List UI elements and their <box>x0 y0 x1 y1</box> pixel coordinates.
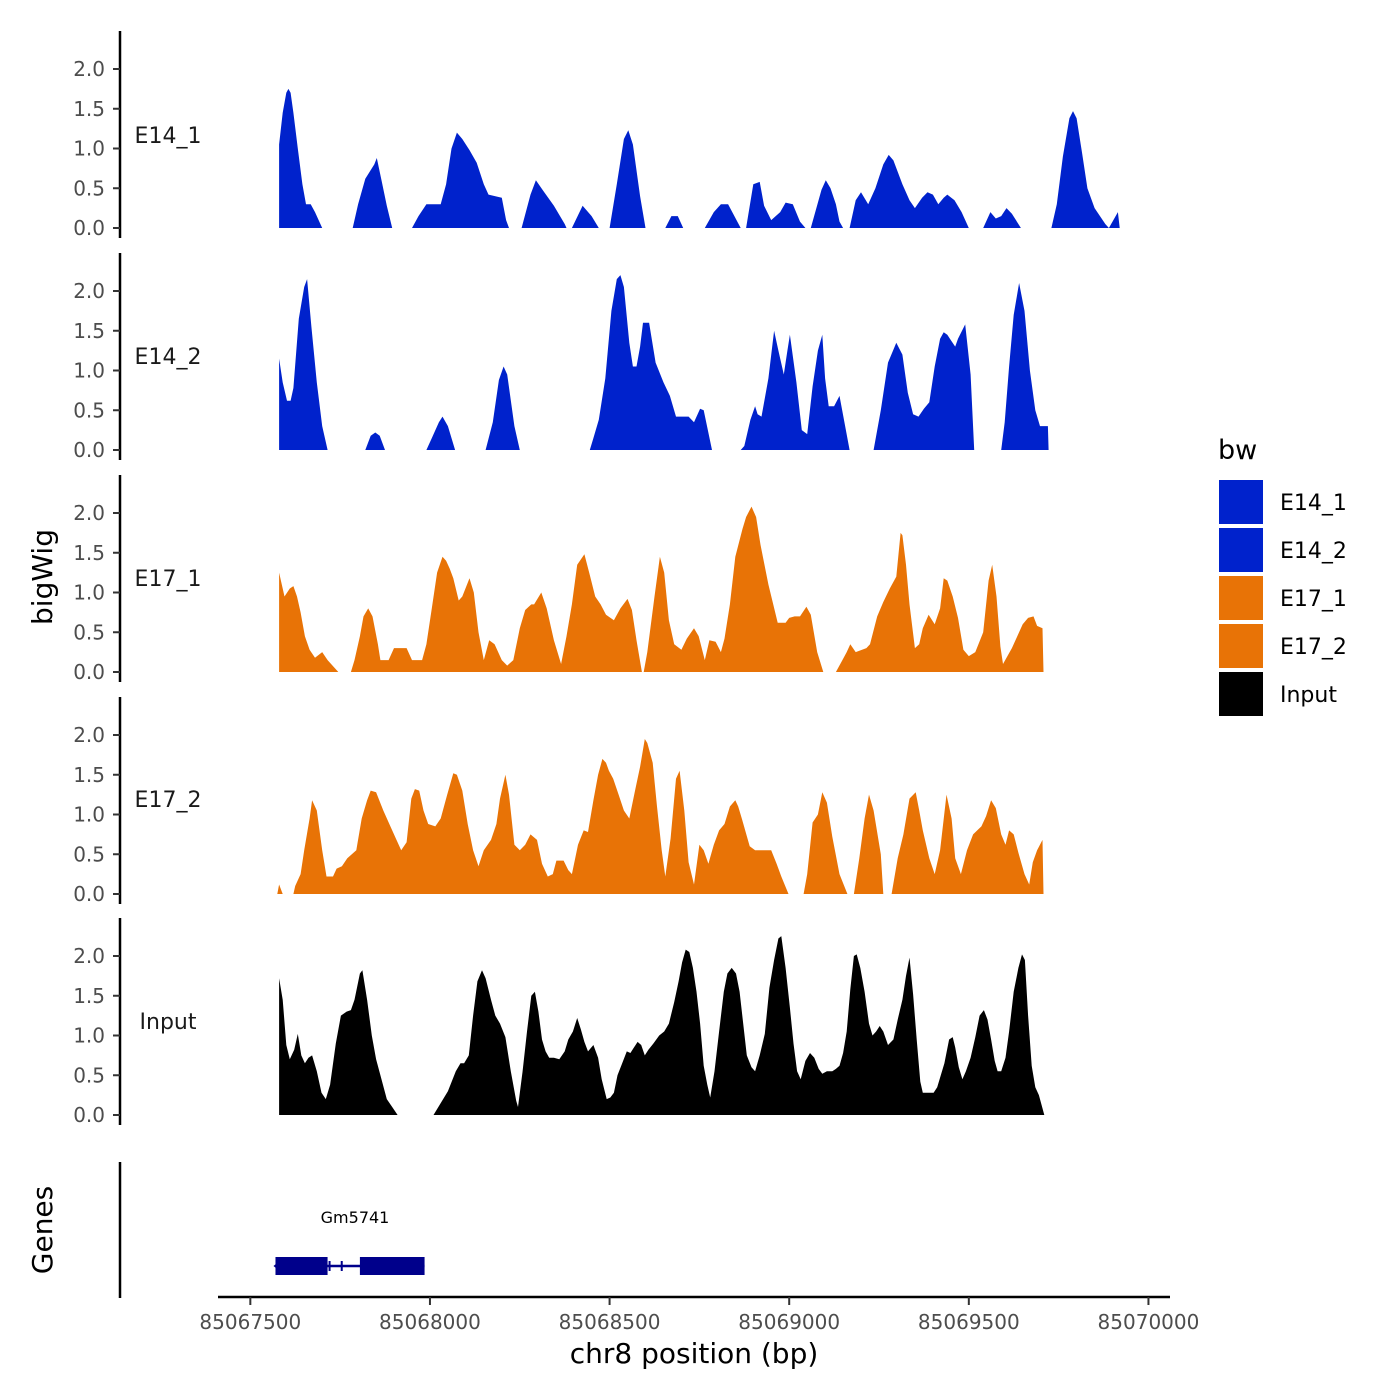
y-tick-label: 0.5 <box>73 176 105 200</box>
y-tick-label: 0.5 <box>73 620 105 644</box>
y-tick-label: 1.0 <box>73 137 105 161</box>
track-label: E17_1 <box>135 567 202 592</box>
track-e14_1: 0.0 0.5 1.0 1.5 2.0 E14_1 <box>73 31 1120 240</box>
coverage-area-input <box>279 936 1050 1115</box>
y-tick-label: 1.5 <box>73 984 105 1008</box>
track-label: E14_1 <box>135 124 202 149</box>
legend: bw E14_1 E14_2 E17_1 E17_2 Input <box>1218 435 1347 716</box>
y-tick-label: 1.0 <box>73 1024 105 1048</box>
track-input: 0.0 0.5 1.0 1.5 2.0 Input <box>73 918 1050 1127</box>
legend-label: E17_1 <box>1280 587 1347 612</box>
legend-label: E17_2 <box>1280 635 1347 660</box>
coverage-area-e14_2 <box>279 275 1049 450</box>
legend-swatch <box>1219 672 1263 716</box>
x-axis-ticks: 85067500 85068000 85068500 85069000 85069500… <box>199 1297 1199 1334</box>
legend-label: Input <box>1280 683 1337 708</box>
track-label: E17_2 <box>135 788 202 813</box>
y-tick-label: 0.0 <box>73 438 105 462</box>
legend-item-e14_1: E14_1 <box>1219 480 1347 524</box>
legend-swatch <box>1219 480 1263 524</box>
y-axis-title: bigWig <box>26 529 59 625</box>
legend-item-input: Input <box>1219 672 1337 716</box>
track-e17_2: 0.0 0.5 1.0 1.5 2.0 E17_2 <box>73 697 1044 906</box>
legend-title: bw <box>1218 435 1257 466</box>
bigwig-tracks: 0.0 0.5 1.0 1.5 2.0 E14_1 0.0 0.5 1.0 1.5 2.0 E14_2… <box>73 31 1120 1127</box>
genes-panel-title: Genes <box>26 1186 59 1274</box>
y-tick-label: 1.0 <box>73 803 105 827</box>
y-tick-label: 0.0 <box>73 660 105 684</box>
x-tick-label: 85068000 <box>379 1310 481 1334</box>
legend-swatch <box>1219 624 1263 668</box>
track-e17_1: 0.0 0.5 1.0 1.5 2.0 E17_1 <box>73 475 1044 684</box>
y-tick-label: 2.0 <box>73 279 105 303</box>
x-axis-title: chr8 position (bp) <box>570 1337 819 1370</box>
x-tick-label: 85067500 <box>199 1310 301 1334</box>
x-tick-label: 85069000 <box>738 1310 840 1334</box>
legend-item-e14_2: E14_2 <box>1219 528 1347 572</box>
coverage-area-e14_1 <box>279 88 1120 229</box>
gene-end-cap <box>273 1261 280 1271</box>
x-tick-label: 85068500 <box>559 1310 661 1334</box>
gene-label: Gm5741 <box>321 1208 390 1227</box>
y-tick-label: 0.5 <box>73 398 105 422</box>
y-tick-label: 1.5 <box>73 541 105 565</box>
legend-item-e17_2: E17_2 <box>1219 624 1347 668</box>
legend-items: E14_1 E14_2 E17_1 E17_2 Input <box>1219 480 1347 716</box>
gene-models: Gm5741 <box>273 1208 425 1275</box>
coverage-area-e17_1 <box>279 506 1044 672</box>
gene-exon <box>359 1257 425 1275</box>
y-tick-label: 1.0 <box>73 581 105 605</box>
coverage-area-e17_2 <box>277 739 1044 894</box>
x-tick-label: 85070000 <box>1098 1310 1200 1334</box>
genes-panel: Genes Gm5741 <box>26 1162 425 1298</box>
y-tick-label: 1.5 <box>73 319 105 343</box>
y-tick-label: 2.0 <box>73 944 105 968</box>
legend-swatch <box>1219 576 1263 620</box>
legend-label: E14_2 <box>1280 539 1347 564</box>
y-tick-label: 0.0 <box>73 882 105 906</box>
legend-label: E14_1 <box>1280 491 1347 516</box>
y-tick-label: 1.0 <box>73 359 105 383</box>
y-tick-label: 2.0 <box>73 501 105 525</box>
track-label: Input <box>140 1010 197 1035</box>
y-tick-label: 1.5 <box>73 97 105 121</box>
y-tick-label: 2.0 <box>73 723 105 747</box>
x-tick-label: 85069500 <box>918 1310 1020 1334</box>
x-axis: 85067500 85068000 85068500 85069000 85069500… <box>199 1295 1199 1370</box>
gene-gm5741: Gm5741 <box>273 1208 425 1275</box>
legend-item-e17_1: E17_1 <box>1219 576 1347 620</box>
y-tick-label: 1.5 <box>73 763 105 787</box>
track-label: E14_2 <box>135 345 202 370</box>
y-tick-label: 0.0 <box>73 1103 105 1127</box>
y-tick-label: 0.5 <box>73 842 105 866</box>
y-tick-label: 2.0 <box>73 57 105 81</box>
y-tick-label: 0.0 <box>73 216 105 240</box>
gene-exon <box>275 1257 328 1275</box>
legend-swatch <box>1219 528 1263 572</box>
y-tick-label: 0.5 <box>73 1063 105 1087</box>
track-e14_2: 0.0 0.5 1.0 1.5 2.0 E14_2 <box>73 253 1049 462</box>
